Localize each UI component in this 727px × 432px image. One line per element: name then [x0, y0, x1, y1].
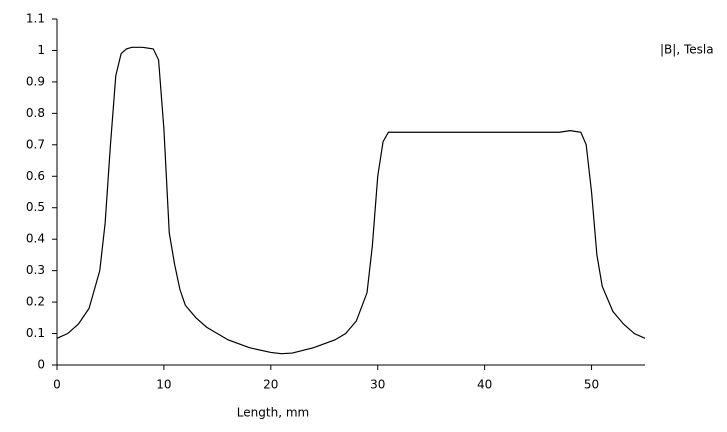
y-tick-label: 0.9 [26, 74, 45, 88]
x-tick-label: 40 [477, 378, 492, 392]
y-tick-label: 0.2 [26, 295, 45, 309]
line-series [56, 46, 646, 355]
y-tick-label: 0.8 [26, 106, 45, 120]
y-tick-label: 0.5 [26, 200, 45, 214]
x-axis-label: Length, mm [237, 406, 309, 420]
x-tick-label: 10 [156, 378, 171, 392]
y-tick-label: 0.7 [26, 137, 45, 151]
y-tick-label: 1 [37, 43, 45, 57]
y-tick-label: 0.3 [26, 263, 45, 277]
x-tick-label: 30 [370, 378, 385, 392]
y-tick-label: 0.6 [26, 169, 45, 183]
y-tick-label: 1.1 [26, 12, 45, 26]
legend-label: |B|, Tesla [660, 43, 714, 57]
y-tick-label: 0.1 [26, 326, 45, 340]
x-tick-label: 20 [263, 378, 278, 392]
x-tick-label: 50 [584, 378, 599, 392]
x-tick-label: 0 [53, 378, 61, 392]
y-tick-label: 0.4 [26, 232, 45, 246]
y-tick-label: 0 [37, 358, 45, 372]
